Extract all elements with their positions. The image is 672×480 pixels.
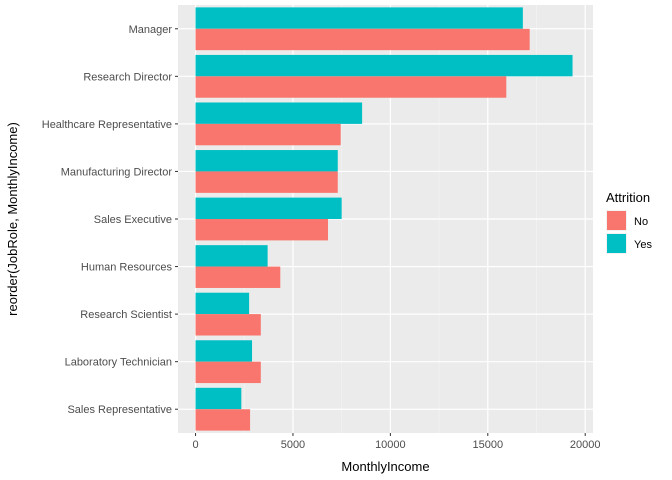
bar-yes-5 xyxy=(195,245,268,267)
bar-yes-6 xyxy=(195,292,250,315)
bar-no-2 xyxy=(195,123,341,146)
y-tick-label: Human Resources xyxy=(81,262,173,274)
bar-no-4 xyxy=(195,219,329,241)
bar-no-5 xyxy=(195,266,281,288)
x-tick-label: 15000 xyxy=(472,439,503,451)
bar-yes-7 xyxy=(195,340,253,362)
bar-yes-2 xyxy=(195,102,363,124)
bar-yes-3 xyxy=(195,150,338,172)
bar-no-0 xyxy=(195,28,530,51)
y-tick-label: Manager xyxy=(129,24,173,36)
y-axis-title: reorder(JobRole, MonthlyIncome) xyxy=(5,122,20,316)
y-tick-label: Manufacturing Director xyxy=(61,166,173,178)
legend: Attrition No Yes xyxy=(606,190,652,254)
legend-swatch-yes xyxy=(607,234,626,253)
x-axis-title: MonthlyIncome xyxy=(341,459,429,474)
bar-no-3 xyxy=(195,171,338,193)
y-tick-label: Research Director xyxy=(83,71,172,83)
x-tick-label: 5000 xyxy=(281,439,305,451)
bar-layer xyxy=(195,7,573,431)
y-tick-label: Research Scientist xyxy=(80,309,172,321)
y-tick-label: Sales Representative xyxy=(67,404,172,416)
legend-label-yes: Yes xyxy=(634,239,652,251)
bar-yes-4 xyxy=(195,197,342,219)
x-tick-label: 20000 xyxy=(570,439,601,451)
legend-swatch-no xyxy=(607,211,626,230)
bar-yes-8 xyxy=(195,387,242,410)
legend-label-no: No xyxy=(634,216,648,228)
legend-title: Attrition xyxy=(606,190,650,205)
bar-yes-0 xyxy=(195,7,523,29)
bar-no-7 xyxy=(195,361,261,384)
bar-no-6 xyxy=(195,314,261,336)
x-tick-label: 10000 xyxy=(375,439,406,451)
bar-no-8 xyxy=(195,409,251,431)
y-tick-label: Healthcare Representative xyxy=(42,119,172,131)
x-tick-label: 0 xyxy=(192,439,198,451)
y-tick-label: Laboratory Technician xyxy=(65,357,172,369)
axis-layer: 0 5000 10000 15000 20000 Manager Research Dire… xyxy=(42,24,601,451)
bar-no-1 xyxy=(195,76,507,98)
y-tick-label: Sales Executive xyxy=(94,214,172,226)
bar-yes-1 xyxy=(195,54,573,77)
